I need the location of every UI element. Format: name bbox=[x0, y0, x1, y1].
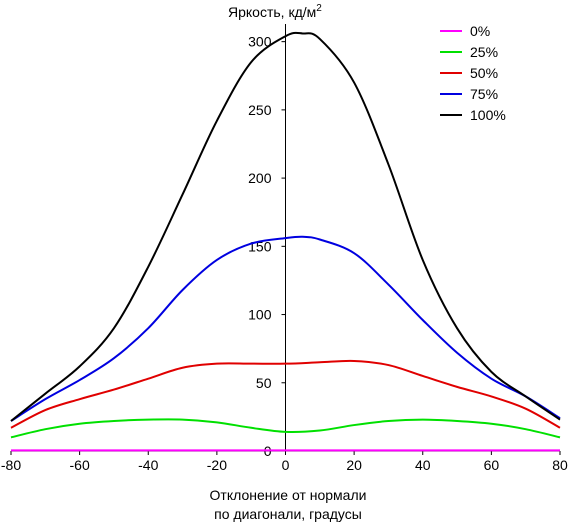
y-tick-label: 200 bbox=[248, 170, 272, 186]
y-tick-label: 100 bbox=[248, 307, 272, 323]
x-tick-label: 40 bbox=[415, 457, 431, 473]
legend-label: 25% bbox=[470, 44, 498, 60]
y-tick-label: 50 bbox=[256, 375, 272, 391]
x-tick-label: 80 bbox=[552, 457, 568, 473]
legend-label: 50% bbox=[470, 65, 498, 81]
legend-label: 75% bbox=[470, 86, 498, 102]
x-tick-label: 0 bbox=[282, 457, 290, 473]
x-axis-title-line1: Отклонение от нормали bbox=[210, 487, 367, 503]
series-line-25pct bbox=[10, 418, 561, 439]
legend-label: 0% bbox=[470, 23, 490, 39]
y-tick-label: 300 bbox=[248, 34, 272, 50]
y-axis-title: Яркость, кд/м2 bbox=[228, 3, 322, 20]
series-line-50pct bbox=[10, 359, 561, 429]
x-tick-label: -60 bbox=[70, 457, 90, 473]
legend-label: 100% bbox=[470, 107, 506, 123]
x-axis-title-line2: по диагонали, градусы bbox=[214, 506, 362, 522]
y-tick-label: 250 bbox=[248, 102, 272, 118]
y-axis-title-main: Яркость, кд/м bbox=[228, 4, 316, 20]
y-axis-title-sup: 2 bbox=[316, 3, 322, 14]
series-line-75pct bbox=[10, 235, 561, 422]
series-line-100pct bbox=[10, 31, 561, 422]
series-lines bbox=[10, 31, 561, 452]
x-tick-label: -40 bbox=[138, 457, 158, 473]
x-ticks: -80 -60 -40 -20 0 20 40 60 80 bbox=[1, 451, 568, 473]
x-tick-label: 20 bbox=[346, 457, 362, 473]
x-tick-label: -80 bbox=[1, 457, 21, 473]
x-tick-label: -20 bbox=[207, 457, 227, 473]
legend: 0% 25% 50% 75% 100% bbox=[440, 23, 506, 123]
x-tick-label: 60 bbox=[484, 457, 500, 473]
